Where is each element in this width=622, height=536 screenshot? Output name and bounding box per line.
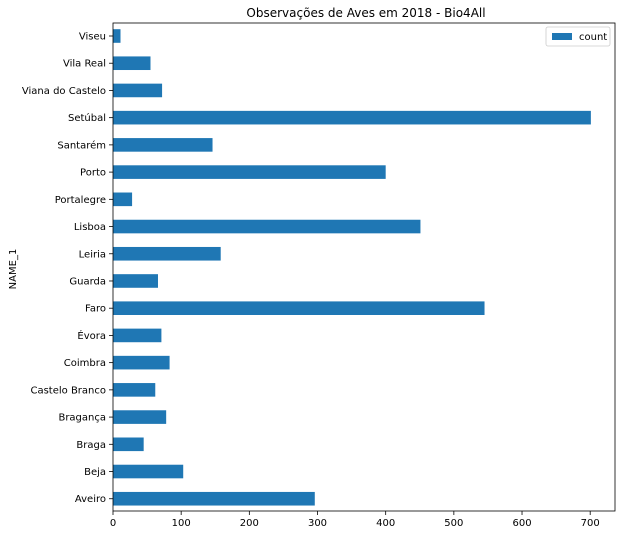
bar-portalegre bbox=[113, 192, 133, 207]
x-tick-label-0: 0 bbox=[110, 518, 116, 529]
legend-label-count: count bbox=[579, 32, 607, 43]
bar-faro bbox=[113, 301, 485, 315]
bar-coimbra bbox=[113, 355, 170, 370]
x-tick-label-300: 300 bbox=[308, 518, 327, 529]
y-tick-label-setubal: Setúbal bbox=[68, 112, 106, 124]
y-tick-label-faro: Faro bbox=[85, 304, 106, 315]
y-tick-label-coimbra: Coimbra bbox=[64, 358, 106, 369]
x-tick-label-700: 700 bbox=[581, 518, 600, 529]
y-tick-label-evora: Évora bbox=[77, 329, 106, 342]
legend-swatch-count bbox=[552, 33, 572, 40]
y-tick-label-aveiro: Aveiro bbox=[75, 494, 106, 505]
x-tick-label-200: 200 bbox=[240, 518, 259, 529]
bar-viana-do-castelo bbox=[113, 83, 163, 98]
y-tick-label-viseu: Viseu bbox=[79, 32, 106, 43]
y-tick-label-braganca: Bragança bbox=[58, 413, 106, 424]
bar-castelo-branco bbox=[113, 383, 156, 397]
bars-group bbox=[113, 29, 591, 506]
bar-aveiro bbox=[113, 491, 315, 506]
y-tick-label-santarem: Santarém bbox=[57, 139, 106, 151]
bar-setubal bbox=[113, 110, 591, 125]
bar-evora bbox=[113, 328, 162, 343]
x-tick-label-600: 600 bbox=[512, 518, 531, 529]
legend-box bbox=[545, 26, 611, 47]
x-tick-label-500: 500 bbox=[444, 518, 463, 529]
y-tick-label-beja: Beja bbox=[84, 467, 106, 478]
y-axis-label: NAME_1 bbox=[8, 249, 19, 290]
bar-lisboa bbox=[113, 219, 421, 234]
bar-beja bbox=[113, 464, 184, 479]
x-tick-label-400: 400 bbox=[376, 518, 395, 529]
bar-porto bbox=[113, 165, 386, 179]
x-ticks-group: 0 100 200 300 400 500 600 700 bbox=[110, 511, 600, 529]
bar-guarda bbox=[113, 274, 158, 288]
bar-viseu bbox=[113, 29, 121, 43]
x-tick-label-100: 100 bbox=[172, 518, 191, 529]
bar-vila-real bbox=[113, 56, 151, 71]
bar-leiria bbox=[113, 246, 221, 261]
bar-braganca bbox=[113, 410, 167, 424]
y-tick-label-vila-real: Vila Real bbox=[63, 59, 106, 70]
bar-braga bbox=[113, 437, 144, 452]
y-tick-label-portalegre: Portalegre bbox=[55, 195, 106, 206]
y-tick-label-porto: Porto bbox=[80, 168, 106, 179]
chart-title: Observações de Aves em 2018 - Bio4All bbox=[246, 6, 485, 20]
y-tick-label-leiria: Leiria bbox=[79, 249, 106, 260]
y-ticks-group: Viseu Vila Real Viana do Castelo Setúbal San… bbox=[22, 32, 113, 505]
y-tick-label-viana-do-castelo: Viana do Castelo bbox=[22, 86, 106, 97]
legend: count bbox=[545, 26, 611, 47]
y-tick-label-lisboa: Lisboa bbox=[74, 222, 106, 233]
y-tick-label-braga: Braga bbox=[76, 440, 106, 451]
bar-santarem bbox=[113, 138, 213, 152]
plot-frame bbox=[112, 22, 616, 512]
y-tick-label-castelo-branco: Castelo Branco bbox=[30, 385, 106, 396]
y-tick-label-guarda: Guarda bbox=[69, 276, 106, 287]
